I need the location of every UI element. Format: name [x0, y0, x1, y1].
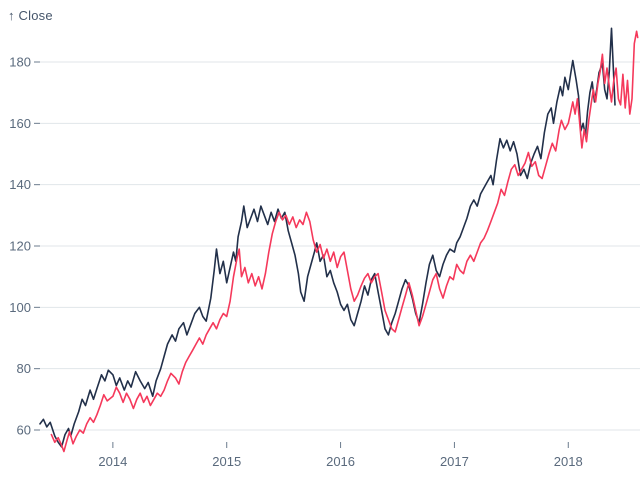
y-tick-label: 140: [9, 177, 31, 192]
x-tick-label: 2014: [98, 454, 127, 469]
y-tick-label: 180: [9, 55, 31, 70]
x-tick-label: 2015: [212, 454, 241, 469]
x-tick-label: 2018: [554, 454, 583, 469]
red-close-line: [50, 30, 639, 453]
dark-navy-close-line: [39, 27, 616, 448]
y-tick-label: 100: [9, 300, 31, 315]
y-axis-title: ↑ Close: [8, 8, 53, 23]
y-tick-label: 120: [9, 239, 31, 254]
x-axis: 2014 2015 2016 2017 2018: [98, 442, 583, 469]
x-tick-label: 2017: [440, 454, 469, 469]
x-tick-label: 2016: [326, 454, 355, 469]
y-tick-label: 60: [17, 423, 31, 438]
y-tick-label: 160: [9, 116, 31, 131]
y-tick-label: 80: [17, 361, 31, 376]
y-axis: 60 80 100 120 140 160 180: [9, 55, 40, 438]
gridlines: [40, 61, 640, 431]
